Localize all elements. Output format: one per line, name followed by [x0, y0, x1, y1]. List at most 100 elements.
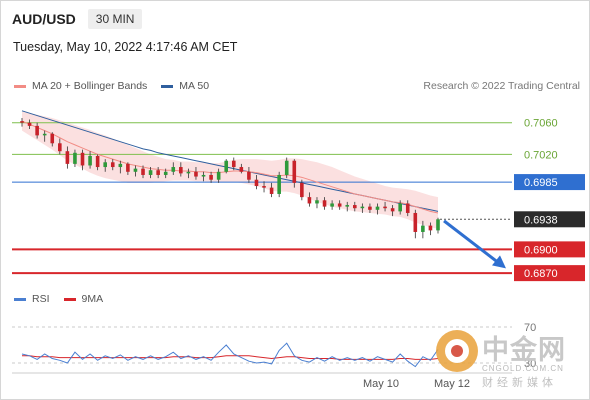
forecast-arrow-shaft [443, 219, 499, 264]
candle-body [163, 171, 168, 175]
candle-body [201, 174, 206, 177]
x-tick-label: May 10 [363, 378, 399, 390]
candle-body [322, 200, 327, 207]
rsi-level-label-30: 30 [524, 358, 536, 370]
candle-body [148, 170, 153, 175]
candle-body [239, 167, 244, 172]
watermark-subtitle: 财经新媒体 [482, 376, 557, 389]
candle-body [133, 168, 138, 172]
rsi-level-label-70: 70 [524, 322, 536, 334]
watermark-title: 中金网 [482, 335, 566, 366]
candle-body [95, 155, 100, 168]
candle-body [65, 151, 70, 164]
legend-rsi-label: RSI [32, 293, 50, 305]
ma50-swatch [161, 84, 174, 88]
candle-body [179, 167, 183, 174]
candle-body [110, 162, 115, 168]
candle-body [375, 206, 380, 210]
legend-item-rsi: RSI [14, 293, 50, 305]
candle-body [156, 170, 160, 175]
legend-ma50-label: MA 50 [179, 80, 210, 92]
candle-body [254, 179, 259, 187]
candle-body [27, 122, 32, 126]
forecast-arrow-head [492, 255, 506, 269]
watermark-url: CNGOLD.COM.CN [482, 364, 564, 373]
candle-body [353, 205, 357, 209]
price-legend: MA 20 + Bollinger Bands MA 50 [14, 80, 209, 92]
candle-body [277, 174, 281, 194]
candle-body [118, 163, 123, 168]
legend-item-ma20: MA 20 + Bollinger Bands [14, 80, 147, 92]
candle-body [345, 205, 350, 207]
candle-body [337, 203, 342, 207]
candle-body [80, 152, 85, 166]
candle-body [269, 187, 274, 194]
legend-item-ma50: MA 50 [161, 80, 209, 92]
candle-body [390, 208, 395, 212]
candle-body [436, 219, 440, 231]
level-box-0.6870 [514, 265, 585, 282]
candle-body [216, 171, 221, 180]
candle-body [300, 182, 304, 198]
candle-body [405, 203, 410, 213]
candle-body [330, 203, 334, 207]
timestamp: Tuesday, May 10, 2022 4:17:46 AM CET [13, 40, 238, 54]
candle-body [224, 160, 229, 172]
rsi-legend: RSI 9MA [14, 293, 103, 305]
bollinger-band [22, 111, 438, 229]
candle-body [247, 171, 251, 180]
candle-body [35, 125, 39, 136]
rsi-line [21, 342, 439, 368]
level-label-0.6985: 0.6985 [524, 177, 558, 189]
timeframe-badge[interactable]: 30 MIN [87, 9, 143, 29]
symbol-label: AUD/USD [12, 11, 76, 27]
candle-body [413, 212, 418, 232]
candle-body [284, 160, 289, 175]
legend-9ma-label: 9MA [81, 293, 104, 305]
candle-body [262, 186, 266, 188]
level-label-0.6938: 0.6938 [524, 214, 558, 226]
candle-body [421, 225, 425, 232]
level-box-0.6938 [514, 211, 585, 228]
candle-body [292, 160, 297, 183]
candle-body [58, 143, 62, 152]
candle-body [50, 133, 55, 144]
candle-body [315, 200, 319, 204]
candle-body [42, 133, 47, 136]
x-tick-label: May 12 [434, 378, 470, 390]
candle-body [428, 225, 433, 231]
watermark-logo [436, 330, 478, 372]
candle-body [307, 197, 312, 204]
ma20-line [21, 120, 439, 214]
level-box-0.6900 [514, 241, 585, 258]
level-label-0.6900: 0.6900 [524, 244, 558, 256]
watermark: 中金网 CNGOLD.COM.CN 财经新媒体 [436, 328, 586, 390]
chart-header: AUD/USD 30 MIN [12, 8, 143, 30]
candle-body [368, 206, 372, 210]
candle-body [209, 174, 213, 180]
rsi-swatch [14, 297, 26, 301]
candle-body [141, 168, 145, 175]
candle-body [20, 121, 24, 123]
candle-body [73, 152, 77, 164]
level-label-0.7020: 0.7020 [524, 149, 558, 161]
candle-body [171, 167, 176, 172]
candle-body [126, 163, 130, 172]
legend-ma20-label: MA 20 + Bollinger Bands [32, 80, 148, 92]
candle-body [88, 155, 92, 166]
candle-body [103, 162, 107, 168]
level-box-0.6985 [514, 174, 585, 191]
ma9-swatch [63, 297, 76, 301]
ma20-swatch [14, 84, 26, 88]
level-label-0.6870: 0.6870 [524, 268, 558, 280]
candle-body [398, 203, 402, 212]
candle-body [194, 171, 198, 177]
candle-body [186, 171, 191, 174]
research-credit: Research © 2022 Trading Central [423, 80, 580, 92]
rsi-9ma-line [22, 355, 439, 360]
candle-body [360, 206, 365, 209]
candle-body [383, 206, 387, 209]
level-label-0.7060: 0.7060 [524, 118, 558, 130]
candle-body [231, 160, 236, 168]
